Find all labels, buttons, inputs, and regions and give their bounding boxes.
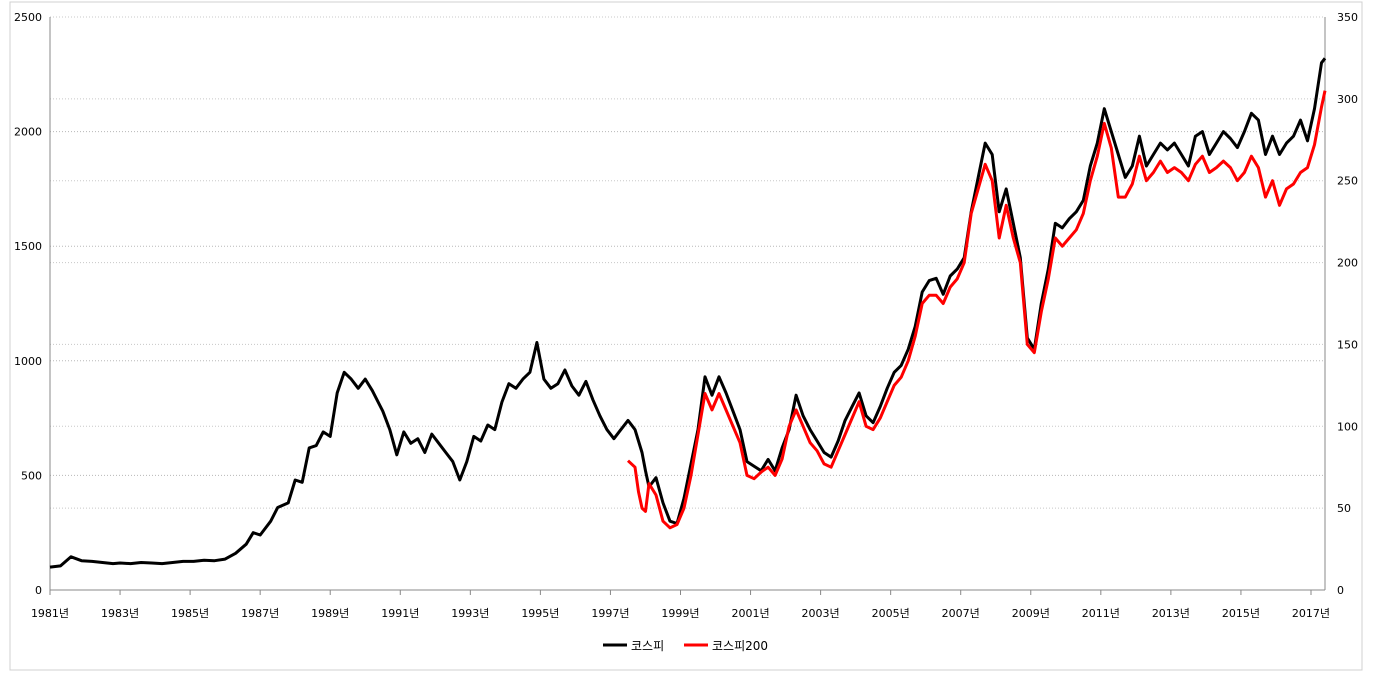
y-left-tick-label: 1500 [14, 240, 42, 253]
x-tick-label: 1987년 [241, 607, 279, 620]
legend-label-1: 코스피200 [712, 639, 768, 653]
axes: 0 500 1000 1500 2000 2500 0 50 100 150 200 250 300 35… [14, 11, 1358, 620]
y-right-tick-label: 350 [1337, 11, 1358, 24]
x-tick-label: 2017년 [1292, 607, 1330, 620]
x-tick-label: 2003년 [802, 607, 840, 620]
x-tick-label: 1999년 [661, 607, 699, 620]
series-line-0 [49, 57, 1327, 569]
x-tick-label: 1995년 [521, 607, 559, 620]
y-right-tick-label: 250 [1337, 175, 1358, 188]
y-left-tick-label: 2000 [14, 126, 42, 139]
y-right-tick-label: 150 [1337, 338, 1358, 351]
x-tick-label: 1997년 [591, 607, 629, 620]
x-tick-label: 2005년 [872, 607, 910, 620]
chart-frame [9, 1, 1363, 671]
x-tick-label: 1993년 [451, 607, 489, 620]
y-left-tick-label: 0 [35, 584, 42, 597]
x-tick-label: 2011년 [1082, 607, 1120, 620]
series-lines [49, 57, 1327, 569]
x-tick-label: 2001년 [731, 607, 769, 620]
series-line-1 [626, 90, 1327, 530]
x-tick-label: 1981년 [31, 607, 69, 620]
y-right-tick-label: 100 [1337, 420, 1358, 433]
y-right-tick-label: 200 [1337, 257, 1358, 270]
x-tick-label: 2013년 [1152, 607, 1190, 620]
y-right-tick-label: 0 [1337, 584, 1344, 597]
y-right-tick-label: 50 [1337, 502, 1351, 515]
y-left-tick-label: 1000 [14, 355, 42, 368]
legend-label-0: 코스피 [631, 639, 664, 653]
x-tick-label: 1989년 [311, 607, 349, 620]
x-tick-label: 1985년 [171, 607, 209, 620]
x-tick-label: 2007년 [942, 607, 980, 620]
y-left-tick-label: 2500 [14, 11, 42, 24]
legend: 코스피 코스피200 [603, 639, 768, 653]
x-tick-label: 2009년 [1012, 607, 1050, 620]
x-tick-label: 2015년 [1222, 607, 1260, 620]
x-tick-label: 1983년 [101, 607, 139, 620]
x-tick-label: 1991년 [381, 607, 419, 620]
y-left-tick-label: 500 [21, 469, 42, 482]
y-right-tick-label: 300 [1337, 93, 1358, 106]
